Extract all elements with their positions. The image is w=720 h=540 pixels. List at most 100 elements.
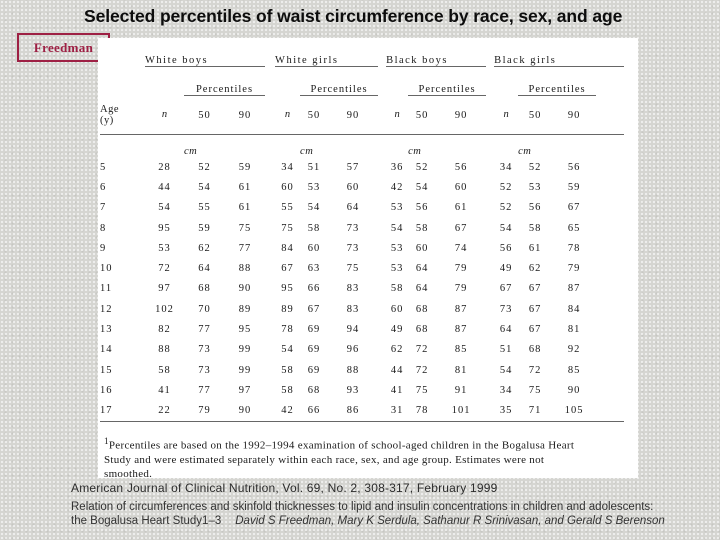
table-cell: 77 [198,384,211,396]
percentile-col-header: 50 [518,95,553,135]
article-title-line2: the Bogalusa Heart Study1–3 David S Freed… [71,515,711,529]
table-cell: 61 [238,181,252,193]
table-cell [265,157,275,177]
table-cell [378,360,386,380]
table-cell: 60 [307,242,321,254]
author-label-box: Freedman [17,33,110,62]
table-cell: 64 [499,324,513,336]
table-cell: 28 [158,161,171,173]
percentile-col-header: 50 [408,95,437,135]
table-cell: 74 [454,242,468,254]
table-row: Age (y) n 50 90 n 50 90 n 50 90 n 50 90 [100,95,625,135]
table-cell [378,279,386,299]
table-cell [486,319,494,339]
table-cell [486,340,494,360]
table-cell: 77 [238,242,252,254]
table-cell: 78 [408,400,437,422]
table-cell [265,218,275,238]
table-cell [486,238,494,258]
table-cell: 77 [198,324,211,336]
table-cell: 41 [158,384,171,396]
table-cell [486,360,494,380]
table-cell: 54 [499,364,513,376]
table-cell: 85 [454,344,468,356]
table-row: 7 54 55 61 55 54 64 53 56 61 52 56 67 [100,198,624,218]
table-cell: 88 [238,263,252,275]
page-title: Selected percentiles of waist circumfere… [84,6,623,26]
table-cell: 87 [454,324,468,336]
table-cell [596,400,625,422]
table-cell: 92 [567,344,581,356]
age-cell: 12 [100,303,113,315]
table-cell: 72 [415,364,429,376]
table-cell: 51 [499,344,513,356]
table-cell [596,177,624,197]
table-cell: 54 [281,344,294,356]
age-cell: 14 [100,344,113,356]
table-cell: 72 [528,364,542,376]
table-cell: 91 [454,384,468,396]
age-cell: 10 [100,263,113,275]
table-cell: 97 [158,283,171,295]
table-cell: 60 [390,303,404,315]
table-cell: 90 [238,283,252,295]
table-cell [265,177,275,197]
table-cell: 64 [346,202,360,214]
table-cell: 70 [198,303,211,315]
table-cell: 72 [158,263,171,275]
percentile-col-header: 90 [552,95,597,135]
age-cell: 9 [100,242,107,254]
table-footnote: 1Percentiles are based on the 1992–1994 … [104,434,582,481]
table-cell [596,238,624,258]
table-cell: 34 [499,384,513,396]
table-cell: 89 [238,303,252,315]
table-cell: 63 [307,263,321,275]
table-cell [486,44,494,67]
table-row: 9 53 62 77 84 60 73 53 60 74 56 61 78 [100,238,624,258]
table-cell: 64 [415,263,429,275]
table-cell [486,67,494,96]
age-cell: 8 [100,222,107,234]
table-cell [596,258,624,278]
table-cell: 34 [281,161,294,173]
table-row: White boys White girls Black boys Black gir… [100,44,625,67]
table-cell [145,67,184,96]
table-row: 11 97 68 90 95 66 83 58 64 79 67 67 87 [100,279,624,299]
table-cell [265,279,275,299]
age-cell: 6 [100,181,107,193]
table-cell: 52 [528,161,542,173]
n-header: n [275,95,301,135]
table-cell [486,198,494,218]
table-row: Percentiles Percentiles Percentiles Percent… [100,66,624,96]
unit-label: cm [408,146,422,157]
table-cell: 42 [275,400,301,422]
table-cell: 73 [198,344,211,356]
table-cell: 82 [158,324,171,336]
table-cell: 54 [307,202,321,214]
table-cell: 75 [528,384,542,396]
percentile-col-header: 50 [184,95,225,135]
table-row: 13 82 77 95 78 69 94 49 68 87 64 67 81 [100,319,624,339]
table-cell: 81 [454,364,468,376]
table-cell [378,198,386,218]
table-cell: 72 [415,344,429,356]
table-cell: 66 [300,400,329,422]
table-cell [378,380,386,400]
table-cell: 53 [528,181,542,193]
table-cell [378,340,386,360]
table-cell [378,319,386,339]
table-cell: 51 [307,161,321,173]
table-cell: 54 [390,222,404,234]
group-header: White girls [275,44,379,67]
table-row: 17 22 79 90 42 66 86 31 78 101 35 71 105 [100,400,625,422]
table-cell: 34 [499,161,513,173]
table-cell: 73 [346,242,360,254]
table-cell: 54 [499,222,513,234]
table-cell: 68 [307,384,321,396]
table-row: 5 28 52 59 34 51 57 36 52 56 34 52 56 [100,157,624,177]
table-row: 12 102 70 89 89 67 83 60 68 87 73 67 84 [100,299,624,319]
table-cell [486,279,494,299]
age-cell: 5 [100,161,107,173]
table-row: cm cm cm cm [100,135,624,157]
table-cell: 67 [281,263,294,275]
